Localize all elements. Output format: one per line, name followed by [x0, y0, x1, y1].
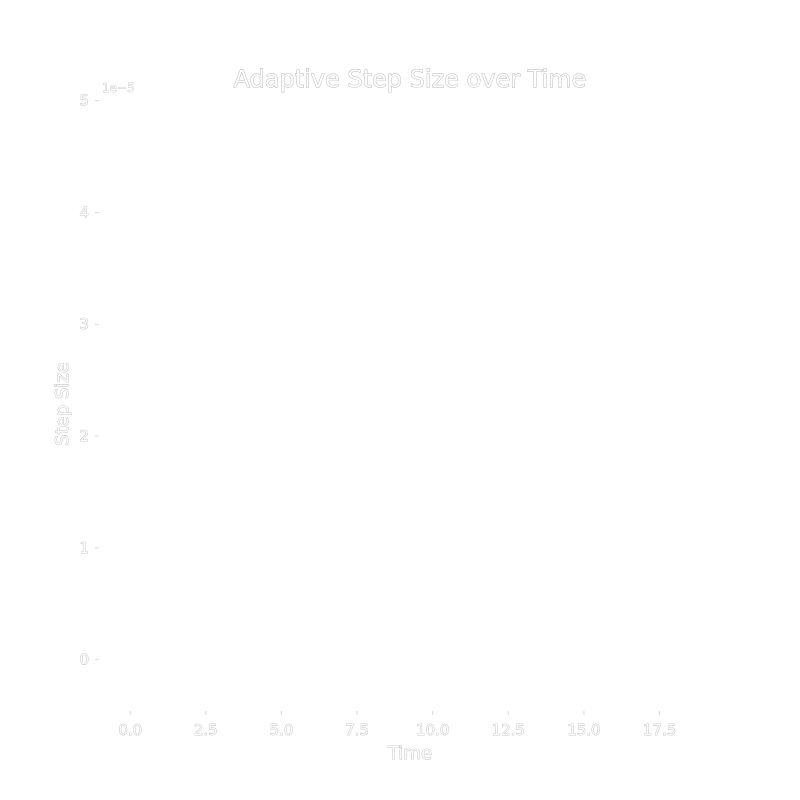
- x-axis-label: Time: [387, 743, 432, 764]
- y-tick-label: 5: [79, 92, 89, 110]
- y-axis-offset-label: 1e−5: [102, 81, 135, 95]
- y-tick-label: 4: [79, 203, 89, 221]
- plot-area: [100, 95, 720, 710]
- x-tick-label: 0.0: [118, 721, 142, 739]
- y-axis-label: Step Size: [52, 362, 73, 446]
- y-tick-label: 3: [79, 315, 89, 333]
- x-tick-label: 7.5: [345, 721, 369, 739]
- chart-title: Adaptive Step Size over Time: [234, 65, 587, 93]
- y-tick-label: 0: [79, 651, 89, 669]
- y-axis-ticks: 0 1 2 3 4 5: [79, 91, 99, 669]
- x-tick-label: 17.5: [643, 721, 676, 739]
- y-tick-label: 1: [79, 539, 89, 557]
- x-axis-ticks: 0.0 2.5 5.0 7.5 10.0 12.5 15.0 17.5: [118, 711, 677, 739]
- x-tick-label: 12.5: [492, 721, 525, 739]
- x-tick-label: 10.0: [416, 721, 449, 739]
- y-tick-label: 2: [79, 427, 89, 445]
- x-tick-label: 2.5: [194, 721, 218, 739]
- x-tick-label: 15.0: [567, 721, 600, 739]
- x-tick-label: 5.0: [270, 721, 294, 739]
